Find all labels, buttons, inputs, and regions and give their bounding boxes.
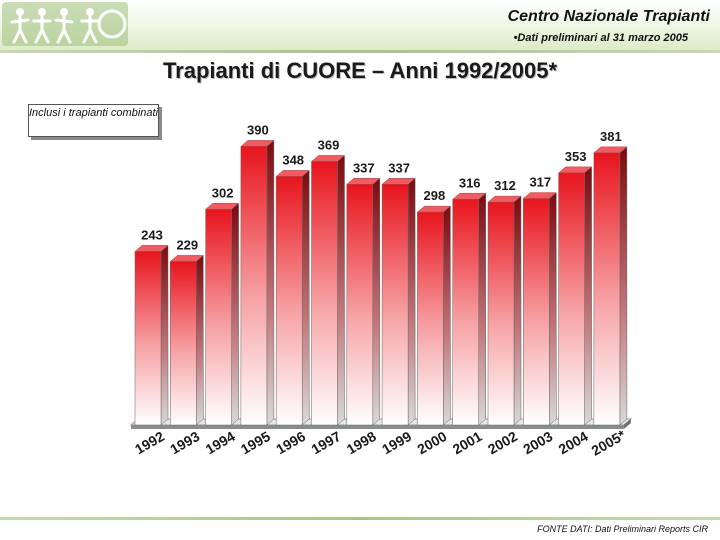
bar-1997 — [310, 154, 346, 426]
bar-1994 — [204, 202, 240, 426]
value-label-1997: 369 — [318, 137, 340, 152]
x-label-1992: 1992 — [132, 428, 167, 458]
bar-side — [160, 244, 169, 426]
x-label-1993: 1993 — [167, 428, 202, 458]
bar-side — [619, 146, 628, 426]
bar-1993 — [169, 254, 204, 426]
bar-side — [513, 195, 522, 426]
x-label-1997: 1997 — [309, 428, 344, 458]
bar-side — [231, 202, 239, 426]
header-divider — [0, 50, 720, 53]
x-label-2003: 2003 — [520, 428, 555, 458]
value-label-1994: 302 — [212, 185, 234, 200]
bar-front — [134, 251, 162, 426]
x-label-2001: 2001 — [450, 428, 485, 458]
value-label-2003: 317 — [529, 175, 551, 190]
bar-front — [558, 172, 585, 426]
logo-icon — [2, 2, 128, 46]
value-label-1996: 348 — [282, 152, 304, 167]
chart-title: Trapianti di CUORE – Anni 1992/2005* — [162, 58, 558, 83]
bar-front — [346, 184, 374, 426]
bar-2000 — [416, 205, 452, 426]
bar-side — [372, 177, 381, 426]
bar-2004 — [557, 166, 593, 426]
bar-front — [205, 209, 232, 426]
bar-2005* — [593, 146, 628, 426]
bar-front — [311, 161, 338, 426]
x-label-1994: 1994 — [203, 428, 238, 458]
x-label-1996: 1996 — [273, 428, 308, 458]
data-source: FONTE DATI: Dati Preliminari Reports CIR — [537, 524, 708, 534]
bar-front — [593, 152, 621, 426]
value-label-1995: 390 — [247, 122, 269, 137]
bar-side — [407, 177, 416, 426]
floor-side — [623, 419, 631, 429]
bar-front — [523, 198, 550, 426]
x-label-1999: 1999 — [379, 428, 414, 458]
bar-1999 — [381, 177, 416, 426]
bar-front — [275, 176, 303, 426]
bar-1996 — [275, 169, 310, 426]
combined-transplants-note: Inclusi i trapianti combinati — [28, 104, 159, 137]
x-label-2004: 2004 — [556, 428, 591, 458]
bar-side — [584, 166, 592, 426]
bar-front — [487, 201, 515, 426]
bar-side — [478, 192, 486, 426]
value-label-2002: 312 — [494, 178, 516, 193]
org-name: Centro Nazionale Trapianti — [507, 8, 710, 25]
bar-side — [301, 169, 310, 426]
footer-divider — [0, 517, 720, 520]
x-label-1995: 1995 — [238, 428, 273, 458]
value-label-2001: 316 — [459, 175, 481, 190]
bar-side — [196, 254, 204, 426]
bar-front — [417, 211, 444, 426]
value-label-1992: 243 — [141, 227, 163, 242]
bar-side — [266, 139, 275, 426]
preliminary-data-note: •Dati preliminari al 31 marzo 2005 — [513, 32, 688, 44]
bar-1992 — [134, 244, 169, 426]
bar-side — [337, 154, 345, 426]
value-labels-group: 243 229 302 390 348 369 337 337 298 316 312 317 353 3… — [141, 122, 622, 252]
bar-2003 — [522, 192, 557, 426]
value-label-1998: 337 — [353, 160, 375, 175]
bar-front — [240, 146, 268, 426]
bar-side — [549, 192, 557, 426]
value-label-2005*: 381 — [600, 129, 622, 144]
bar-1995 — [240, 139, 275, 426]
bar-front — [170, 261, 197, 426]
value-label-1999: 337 — [388, 160, 410, 175]
floor-front — [131, 425, 624, 429]
value-label-1993: 229 — [176, 237, 198, 252]
x-label-1998: 1998 — [344, 428, 379, 458]
bar-side — [443, 205, 451, 426]
value-label-2004: 353 — [565, 149, 587, 164]
bar-2002 — [487, 195, 522, 426]
bar-1998 — [346, 177, 381, 426]
x-labels-group: 1992 1993 1994 1995 1996 1997 1998 1999 2000 2001… — [132, 426, 629, 458]
x-label-2005*: 2005* — [589, 426, 629, 458]
value-label-2000: 298 — [424, 188, 446, 203]
bar-2001 — [452, 192, 487, 426]
x-label-2002: 2002 — [485, 428, 520, 458]
x-label-2000: 2000 — [414, 428, 449, 458]
bar-front — [452, 199, 479, 426]
bar-front — [381, 184, 409, 426]
bars-group — [134, 139, 628, 426]
